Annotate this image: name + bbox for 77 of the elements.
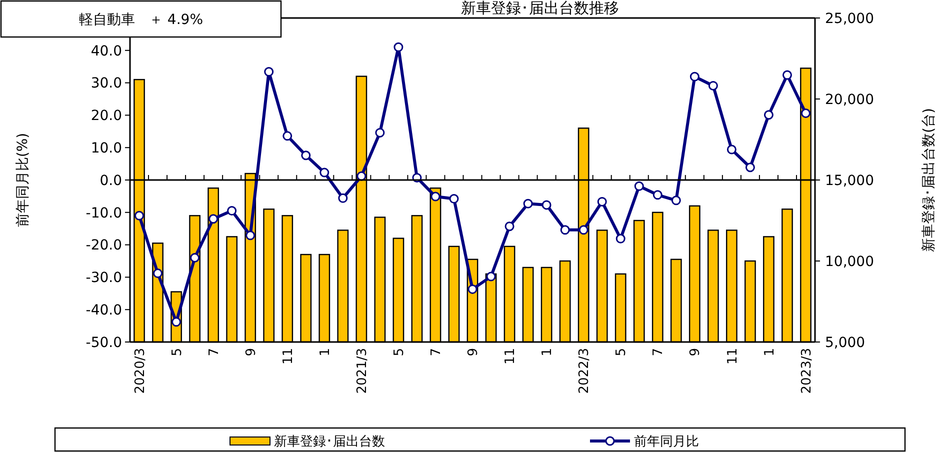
point xyxy=(764,110,774,120)
legend-label: 前年同月比 xyxy=(634,434,699,450)
y2-tick-label: 5,000 xyxy=(825,334,866,351)
point xyxy=(800,108,810,118)
x-tick-label: 11 xyxy=(725,348,740,365)
y-tick-label: -50.0 xyxy=(86,334,122,351)
y2-tick-label: 15,000 xyxy=(825,172,874,189)
point xyxy=(153,268,163,278)
point xyxy=(578,225,588,235)
x-tick-label: 5 xyxy=(392,348,407,356)
point xyxy=(320,168,330,178)
point xyxy=(394,42,404,52)
point xyxy=(634,181,644,191)
point xyxy=(486,272,496,282)
point xyxy=(134,210,144,220)
point xyxy=(745,162,755,172)
y-axis-title: 前年同月比(%) xyxy=(14,132,31,228)
point xyxy=(172,317,182,327)
y-tick-label: 0.0 xyxy=(100,172,122,189)
note-box: 軽自動車 ＋ 4.9% xyxy=(0,0,282,38)
point xyxy=(246,230,256,240)
x-tick-label: 2022/3 xyxy=(577,348,592,394)
y-tick-label: 30.0 xyxy=(90,76,122,92)
x-tick-label: 7 xyxy=(429,348,444,356)
point xyxy=(523,198,533,208)
x-tick-label: 7 xyxy=(651,348,666,356)
point xyxy=(356,171,366,181)
point xyxy=(597,196,607,206)
point xyxy=(708,80,718,90)
point xyxy=(652,190,662,200)
x-tick-label: 5 xyxy=(170,348,185,356)
x-tick-label: 2023/3 xyxy=(799,348,814,394)
point xyxy=(782,70,792,80)
x-tick-label: 1 xyxy=(540,348,556,356)
point xyxy=(190,253,200,263)
point xyxy=(726,144,736,154)
point xyxy=(227,206,237,216)
x-tick-label: 11 xyxy=(503,348,518,365)
point xyxy=(264,67,274,77)
y-tick-label: -40.0 xyxy=(86,302,122,318)
point xyxy=(504,222,514,232)
x-tick-label: 5 xyxy=(614,348,630,356)
point xyxy=(616,234,626,244)
chart-title: 新車登録･届出台数推移 xyxy=(461,0,619,17)
point xyxy=(338,193,348,203)
y-tick-label: -30.0 xyxy=(86,270,122,286)
y-tick-label: 40.0 xyxy=(90,43,122,60)
x-tick-label: 7 xyxy=(206,348,222,356)
point xyxy=(208,214,218,224)
y2-tick-label: 25,000 xyxy=(825,10,874,27)
point xyxy=(449,194,459,204)
y-tick-label: -20.0 xyxy=(86,238,122,254)
x-tick-label: 11 xyxy=(280,348,296,365)
y2-tick-label: 10,000 xyxy=(825,254,874,270)
point xyxy=(690,72,700,82)
annotation: 軽自動車 ＋ 4.9% xyxy=(78,12,204,28)
x-tick-label: 2020/3 xyxy=(132,348,148,394)
point xyxy=(560,225,570,235)
point xyxy=(301,150,311,160)
point xyxy=(430,192,440,202)
point xyxy=(671,196,681,206)
point xyxy=(542,200,552,210)
y-tick-label: 20.0 xyxy=(90,108,122,124)
y-tick-label: 10.0 xyxy=(90,140,122,156)
point xyxy=(468,284,478,294)
point xyxy=(282,131,292,141)
y2-axis-title: 新車登録･届出台数(台) xyxy=(920,108,937,252)
point xyxy=(375,128,385,138)
x-tick-label: 9 xyxy=(244,348,259,356)
x-tick-label: 9 xyxy=(466,348,482,356)
y-tick-label: -10.0 xyxy=(86,205,122,222)
x-tick-label: 1 xyxy=(318,348,333,356)
y2-tick-label: 20,000 xyxy=(825,92,874,108)
x-tick-label: 9 xyxy=(688,348,704,356)
x-tick-label: 1 xyxy=(762,348,778,356)
x-tick-label: 2021/3 xyxy=(354,348,370,394)
legend-label: 新車登録･届出台数 xyxy=(274,434,385,450)
